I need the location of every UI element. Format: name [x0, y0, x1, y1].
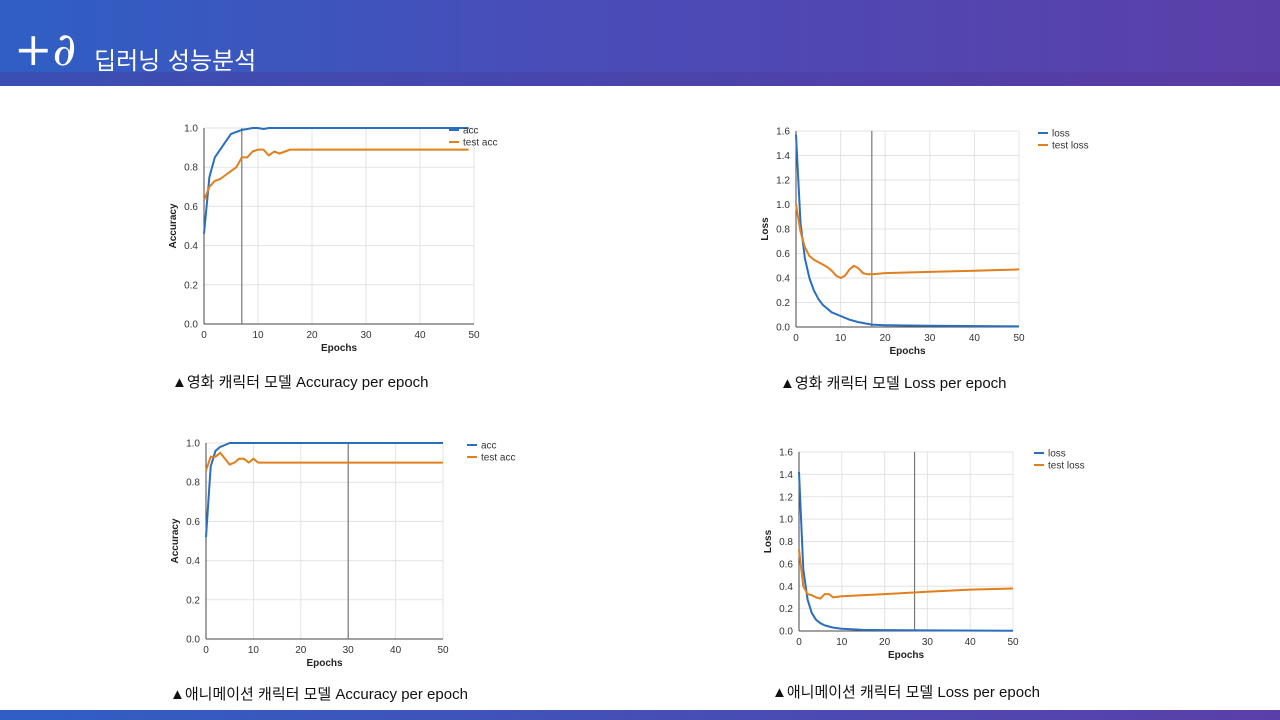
series-line-test — [203, 148, 469, 201]
series-line-test — [795, 204, 1020, 279]
legend-label: acc — [481, 441, 497, 452]
caption-movie-loss: ▲영화 캐릭터 모델 Loss per epoch — [780, 375, 1007, 392]
x-tick-label: 30 — [343, 645, 355, 656]
y-tick-label: 0.8 — [184, 163, 198, 174]
chart-anime-loss: 0.0 0.2 0.4 0.6 0.8 1.0 1.2 1.4 1.6 0 10 20 30 40 50 Ep… — [763, 448, 1085, 662]
x-tick-label: 20 — [295, 645, 307, 656]
legend-label: acc — [463, 126, 479, 137]
x-tick-label: 20 — [879, 637, 891, 648]
x-tick-label: 10 — [252, 330, 264, 341]
y-tick-label: 1.0 — [779, 515, 793, 526]
x-tick-label: 40 — [390, 645, 402, 656]
series-line-test — [205, 451, 443, 471]
x-axis-label: Epochs — [321, 343, 358, 354]
y-tick-label: 0.2 — [184, 280, 198, 291]
y-tick-label: 0.4 — [779, 582, 793, 593]
x-tick-label: 20 — [880, 333, 892, 344]
x-tick-label: 10 — [835, 333, 847, 344]
chart-movie-loss: 0.0 0.2 0.4 0.6 0.8 1.0 1.2 1.4 1.6 0 10 20 30 40 50 Ep… — [760, 127, 1089, 358]
legend-label: test loss — [1052, 141, 1089, 152]
y-axis-label: Loss — [760, 217, 771, 241]
y-tick-label: 0.4 — [186, 556, 200, 567]
legend-label: test acc — [481, 453, 515, 464]
y-tick-label: 0.6 — [776, 249, 790, 260]
y-tick-label: 1.6 — [779, 448, 793, 459]
x-tick-label: 30 — [360, 330, 372, 341]
y-tick-label: 0.2 — [186, 595, 200, 606]
y-tick-label: 1.4 — [779, 470, 793, 481]
y-tick-label: 1.4 — [776, 151, 790, 162]
y-tick-label: 1.0 — [776, 200, 790, 211]
y-axis-label: Loss — [763, 529, 774, 553]
x-tick-label: 0 — [201, 330, 207, 341]
y-tick-label: 1.6 — [776, 127, 790, 138]
title-bar-strip — [0, 72, 1280, 86]
legend-label: loss — [1052, 129, 1070, 140]
title-bar — [0, 0, 1280, 86]
y-tick-label: 0.8 — [776, 225, 790, 236]
x-tick-label: 50 — [468, 330, 480, 341]
y-tick-label: 1.2 — [779, 492, 793, 503]
y-tick-label: 0.2 — [779, 604, 793, 615]
y-tick-label: 0.0 — [184, 320, 198, 331]
y-tick-label: 0.0 — [776, 323, 790, 334]
x-tick-label: 30 — [922, 637, 934, 648]
y-tick-label: 0.6 — [186, 517, 200, 528]
y-axis-label: Accuracy — [170, 518, 181, 563]
logo: +∂ — [14, 22, 77, 76]
x-tick-label: 30 — [924, 333, 936, 344]
y-tick-label: 0.8 — [779, 537, 793, 548]
x-axis-label: Epochs — [306, 658, 343, 669]
x-tick-label: 0 — [796, 637, 802, 648]
y-tick-label: 0.4 — [776, 274, 790, 285]
x-tick-label: 10 — [248, 645, 260, 656]
x-tick-label: 40 — [965, 637, 977, 648]
y-tick-label: 1.0 — [186, 439, 200, 450]
legend-label: test acc — [463, 138, 497, 149]
legend-label: test loss — [1048, 461, 1085, 472]
x-tick-label: 50 — [1013, 333, 1025, 344]
x-axis-label: Epochs — [888, 650, 925, 661]
series-line-train — [205, 442, 443, 538]
x-tick-label: 10 — [836, 637, 848, 648]
x-tick-label: 40 — [414, 330, 426, 341]
y-axis-label: Accuracy — [168, 203, 179, 248]
y-tick-label: 0.6 — [184, 202, 198, 213]
y-tick-label: 0.8 — [186, 478, 200, 489]
x-tick-label: 0 — [203, 645, 209, 656]
y-tick-label: 1.2 — [776, 176, 790, 187]
y-tick-label: 0.4 — [184, 241, 198, 252]
page-title: 딥러닝 성능분석 — [94, 47, 257, 75]
y-tick-label: 0.0 — [186, 635, 200, 646]
footer-bar — [0, 710, 1280, 720]
series-line-train — [795, 134, 1020, 328]
caption-anime-loss: ▲애니메이션 캐릭터 모델 Loss per epoch — [772, 684, 1040, 701]
chart-movie-accuracy: 0.0 0.2 0.4 0.6 0.8 1.0 0 10 20 30 40 50 Epochs Accur… — [168, 124, 497, 355]
y-tick-label: 0.6 — [779, 559, 793, 570]
x-tick-label: 50 — [437, 645, 449, 656]
y-tick-label: 0.0 — [779, 627, 793, 638]
x-axis-label: Epochs — [889, 346, 926, 357]
chart-anime-accuracy: 0.0 0.2 0.4 0.6 0.8 1.0 0 10 20 30 40 50 Epochs Accur… — [170, 439, 515, 670]
series-line-test — [798, 549, 1014, 600]
x-tick-label: 50 — [1007, 637, 1019, 648]
caption-anime-accuracy: ▲애니메이션 캐릭터 모델 Accuracy per epoch — [170, 686, 468, 703]
x-tick-label: 0 — [793, 333, 799, 344]
series-line-train — [203, 127, 469, 234]
x-tick-label: 20 — [306, 330, 318, 341]
legend-label: loss — [1048, 449, 1066, 460]
x-tick-label: 40 — [969, 333, 981, 344]
series-line-train — [798, 472, 1014, 632]
caption-movie-accuracy: ▲영화 캐릭터 모델 Accuracy per epoch — [172, 374, 429, 391]
y-tick-label: 1.0 — [184, 124, 198, 135]
y-tick-label: 0.2 — [776, 298, 790, 309]
